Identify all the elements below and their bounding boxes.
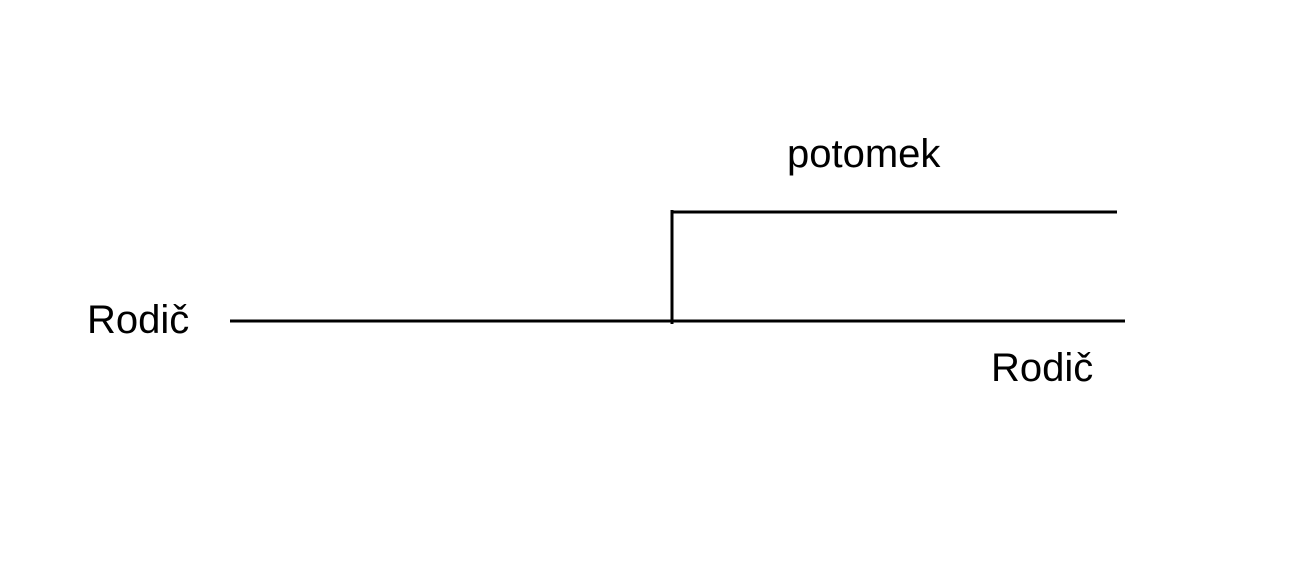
parent-label-right: Rodič — [991, 346, 1093, 390]
child-label: potomek — [787, 132, 941, 176]
parent-label-left: Rodič — [87, 298, 189, 342]
